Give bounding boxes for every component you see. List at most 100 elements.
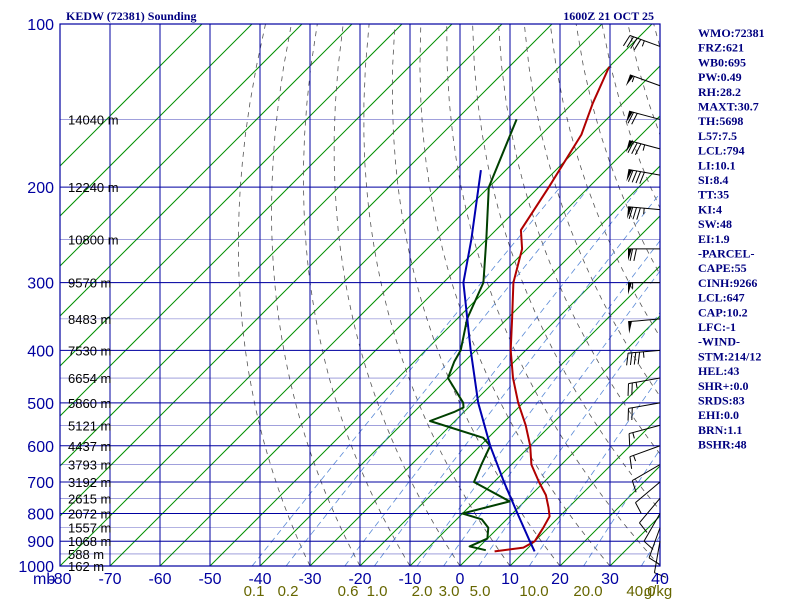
mixing-ratio-line: [374, 192, 660, 566]
barb-flag: [639, 172, 645, 184]
barb-staff: [628, 377, 661, 385]
height-label: 9570 m: [68, 276, 111, 291]
barb-pennant: [628, 248, 632, 261]
barb-flag: [636, 207, 641, 220]
pressure-label: 500: [27, 396, 54, 413]
isotherm-line: [60, 24, 353, 317]
index-item: SI:8.4: [698, 173, 728, 187]
wind-barb: [626, 169, 661, 184]
height-label: 2072 m: [68, 506, 111, 521]
index-item: SRDS:83: [698, 394, 745, 408]
barb-half-flag: [635, 382, 638, 389]
isotherm-line: [60, 24, 453, 417]
index-item: BRN:1.1: [698, 423, 742, 437]
pressure-label: 300: [27, 276, 54, 293]
barb-pennant: [625, 74, 634, 87]
barb-staff: [628, 110, 661, 120]
pressure-label: 700: [27, 475, 54, 492]
temperature-tick-label: 20: [551, 571, 569, 588]
temperature-tick-label: 0: [456, 571, 465, 588]
index-item: TH:5698: [698, 114, 743, 128]
barb-staff: [628, 349, 661, 354]
index-item: TT:35: [698, 188, 729, 202]
height-label: 7530 m: [68, 343, 111, 358]
temperature-tick-label: -80: [48, 571, 71, 588]
mixing-ratio-label: 20.0: [573, 583, 602, 600]
index-item: WB0:695: [698, 55, 746, 69]
barb-staff: [628, 402, 661, 409]
index-item: -WIND-: [698, 335, 740, 349]
index-item: CINH:9266: [698, 276, 757, 290]
barb-pennant: [628, 282, 632, 295]
pressure-label: 1000: [18, 559, 54, 576]
temperature-axis-label: mb: [33, 571, 55, 588]
wind-barb: [639, 497, 661, 533]
dry-adiabat: [271, 24, 361, 566]
index-item: LFC:-1: [698, 320, 736, 334]
barb-pennant: [627, 206, 632, 219]
isotherm-line: [60, 24, 253, 217]
wind-barb: [629, 445, 661, 469]
index-item: RH:28.2: [698, 85, 741, 99]
height-label: 10800 m: [68, 233, 119, 248]
mixing-ratio-line: [443, 270, 660, 566]
pressure-label: 900: [27, 534, 54, 551]
pressure-label: 100: [27, 17, 54, 34]
isotherm-line: [509, 415, 660, 566]
barb-staff: [635, 481, 661, 503]
temperature-tick-label: -70: [98, 571, 121, 588]
plot-frame: [59, 23, 661, 567]
wind-barb: [625, 74, 661, 87]
barb-flag: [635, 502, 642, 514]
mixing-ratio-line: [478, 311, 660, 566]
barb-flag: [628, 433, 631, 446]
height-label: 4437 m: [68, 439, 111, 454]
barb-flag: [628, 207, 634, 220]
height-label: 162 m: [68, 559, 104, 574]
mixing-ratio-line: [583, 448, 660, 566]
index-item: MAXT:30.7: [698, 100, 759, 114]
index-item: STM:214/12: [698, 349, 761, 363]
wind-barb: [648, 527, 661, 565]
wind-barb: [628, 282, 660, 295]
height-label: 3793 m: [68, 458, 111, 473]
barb-flag: [626, 36, 634, 48]
barb-staff: [629, 74, 661, 87]
mixing-ratio-label: 40.0: [626, 583, 655, 600]
barb-flag: [631, 480, 637, 493]
mixing-ratio-label: 0.2: [278, 583, 299, 600]
mixing-ratio-label: 0.1: [244, 583, 265, 600]
mixing-ratio-line: [251, 186, 561, 566]
isotherm-line: [60, 24, 403, 367]
barb-pennant: [625, 111, 633, 123]
temperature-tick-label: -60: [148, 571, 171, 588]
mixing-ratio-line: [416, 240, 660, 566]
isotherm-line: [159, 65, 660, 566]
chart-title: KEDW (72381) Sounding: [66, 9, 196, 23]
dry-adiabat: [783, 24, 800, 566]
barb-flag: [627, 141, 634, 153]
barb-flag: [634, 143, 642, 155]
temperature-tick-label: -30: [298, 571, 321, 588]
barb-flag: [643, 540, 654, 550]
temperature-tick-label: 30: [601, 571, 619, 588]
temperature-tick-label: 10: [501, 571, 519, 588]
sounding-series: [429, 66, 611, 553]
wind-barb: [625, 110, 661, 125]
index-item: EI:1.9: [698, 232, 730, 246]
mixing-ratio-line: [344, 186, 640, 566]
index-item: KI:4: [698, 202, 722, 216]
pressure-label: 200: [27, 180, 54, 197]
index-item: BSHR:48: [698, 438, 747, 452]
mixing-ratio-label: 0.6: [338, 583, 359, 600]
height-label: 2615 m: [68, 491, 111, 506]
wind-barb: [627, 377, 661, 396]
barb-flag: [635, 171, 642, 184]
barb-flag: [629, 248, 634, 262]
mixing-ratio-label: 10.0: [519, 583, 548, 600]
barb-flag: [633, 248, 637, 262]
barb-staff: [628, 424, 661, 435]
isotherm-line: [60, 24, 553, 517]
